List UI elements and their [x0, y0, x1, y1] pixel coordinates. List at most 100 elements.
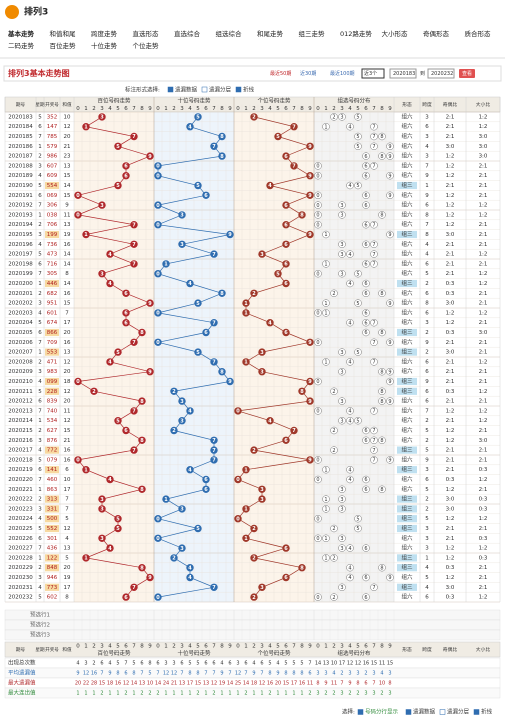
range-link[interactable]: 最近100期: [330, 70, 355, 77]
checkbox[interactable]: [201, 86, 208, 93]
sum: 14: [64, 281, 71, 287]
nav-tab[interactable]: 大小形态: [382, 29, 409, 38]
nav-tab[interactable]: 012路走势: [340, 29, 372, 38]
stat-value: 8: [425, 301, 429, 307]
stat-value: 3: [425, 526, 429, 532]
group-ball-label: 9: [388, 399, 391, 405]
checkbox[interactable]: [235, 86, 242, 93]
to-input[interactable]: [427, 68, 455, 79]
draw-number: 986: [47, 154, 58, 160]
nav-tab[interactable]: 基本走势: [7, 29, 35, 38]
digit-ball-label: 9: [308, 144, 312, 150]
period: 2020215: [8, 428, 33, 434]
digit-ball: [266, 181, 274, 190]
group-ball: [322, 505, 330, 513]
draw-number: 607: [47, 163, 58, 169]
group-ball: [378, 367, 386, 376]
group-ball-label: 9: [388, 575, 391, 581]
checkbox[interactable]: [167, 86, 174, 93]
stat-value: 组三: [401, 328, 413, 336]
digit-ball-label: 6: [124, 311, 128, 317]
draw-number: 079: [47, 457, 58, 463]
summary-value: 20: [275, 681, 281, 687]
summary-value: 8: [284, 671, 287, 677]
stat-header: 跨度: [422, 101, 432, 108]
nav-tab[interactable]: 个位走势: [133, 41, 160, 50]
nav-tab[interactable]: 直选形态: [133, 29, 160, 38]
sum: 14: [64, 183, 71, 189]
digit-ball: [298, 387, 306, 395]
group-ball-label: 0: [316, 536, 319, 542]
stat-value: 组六: [401, 240, 413, 248]
group-ball-label: 5: [356, 183, 359, 189]
nav-tab[interactable]: 质合形态: [465, 29, 492, 38]
period: 2020200: [8, 281, 33, 287]
digit-ball: [242, 299, 250, 307]
select-box[interactable]: [361, 68, 385, 79]
nav-tab[interactable]: 十位走势: [91, 41, 118, 50]
digit-ball-label: 6: [124, 320, 128, 326]
digit-ball: [194, 181, 202, 190]
group-ball-label: 4: [348, 467, 351, 473]
digit-ball: [306, 397, 314, 405]
group-ball-label: 0: [316, 409, 319, 415]
form-highlight: [397, 505, 417, 513]
range-link[interactable]: 最近50期: [270, 70, 291, 77]
sum: 13: [64, 163, 71, 169]
digit-ball: [170, 426, 178, 435]
stat-value: 2: [425, 330, 429, 336]
group-ball: [322, 309, 330, 317]
digit-ball: [282, 544, 290, 552]
query-text[interactable]: 查看: [462, 70, 472, 77]
nav-tab[interactable]: 和尾走势: [257, 29, 284, 38]
period: 2020185: [8, 134, 33, 140]
from-input[interactable]: [389, 68, 417, 79]
digit-ball-label: 7: [212, 144, 216, 150]
nav-tab[interactable]: 百位走势: [50, 41, 77, 50]
weekday: 7: [38, 477, 42, 483]
checkbox[interactable]: [439, 709, 446, 715]
stat-value: 7: [425, 222, 429, 228]
nav-tab[interactable]: 二码走势: [8, 41, 35, 50]
stat-header: 大小比: [476, 101, 491, 108]
group-ball-label: 9: [388, 369, 391, 375]
digit-header: 9: [308, 106, 312, 112]
nav-tab[interactable]: 组选综合: [216, 29, 243, 38]
summary-label: 平均遗漏值: [8, 669, 36, 677]
query-button[interactable]: [459, 69, 475, 78]
digit-ball: [122, 593, 130, 601]
checkbox-label: 折线: [243, 86, 255, 94]
group-ball-label: 4: [348, 360, 351, 366]
digit-ball-label: 6: [204, 477, 208, 483]
group-ball-label: 4: [348, 546, 351, 552]
stat-value: 2:1: [479, 163, 488, 169]
group-ball-label: 9: [388, 232, 391, 238]
summary-value: 2: [196, 691, 199, 697]
digit-ball-label: 2: [252, 526, 256, 532]
group-ball-label: 5: [356, 418, 359, 424]
stat-value: 4: [425, 585, 429, 591]
checkbox[interactable]: [473, 709, 480, 715]
digit-header: 2: [172, 644, 176, 650]
stat-value: 2:1: [479, 261, 488, 267]
group-ball: [314, 162, 322, 170]
period: 2020227: [8, 546, 33, 552]
stat-value: 2:1: [479, 232, 488, 238]
digit-ball: [242, 505, 250, 513]
summary-value: 15: [371, 661, 377, 667]
range-link[interactable]: 近30期: [300, 70, 316, 77]
draw-number: 848: [47, 565, 58, 571]
summary-value: 1: [300, 691, 303, 697]
nav-tab[interactable]: 跨度走势: [91, 29, 118, 38]
nav-tab[interactable]: 直选综合: [174, 29, 201, 38]
digit-header: 7: [212, 644, 216, 650]
checkbox[interactable]: [357, 709, 364, 715]
summary-value: 12: [83, 671, 89, 677]
weekday: 5: [38, 595, 42, 601]
nav-tab[interactable]: 奇偶形态: [423, 29, 450, 38]
nav-tab[interactable]: 组三走势: [299, 29, 326, 38]
checkbox[interactable]: [405, 709, 412, 715]
nav-tab[interactable]: 和值和尾: [50, 29, 77, 38]
form-highlight: [397, 279, 417, 288]
weekday: 5: [38, 389, 42, 395]
